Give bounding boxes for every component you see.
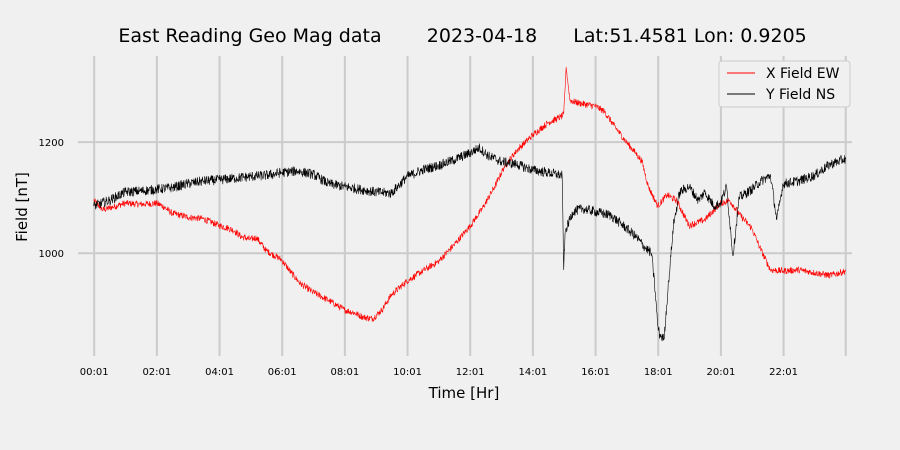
chart-title-date: 2023-04-18 (427, 25, 537, 47)
legend-label-y-field: Y Field NS (765, 87, 835, 103)
series-lines (93, 67, 846, 342)
x-tick-label: 20:01 (706, 367, 735, 378)
y-axis-label: Field [nT] (13, 172, 31, 242)
series-line-y-field-ns (93, 143, 846, 342)
x-axis-label: Time [Hr] (428, 384, 500, 402)
x-tick-label: 08:01 (330, 367, 359, 378)
tick-labels: 00:01 02:01 04:01 06:01 08:01 10:01 12:01 14:01… (39, 138, 798, 378)
x-tick-label: 18:01 (644, 367, 673, 378)
x-tick-label: 12:01 (456, 367, 485, 378)
x-tick-label: 22:01 (769, 367, 798, 378)
x-tick-label: 10:01 (393, 367, 422, 378)
y-tick-label: 1200 (39, 138, 64, 149)
x-tick-label: 00:01 (80, 367, 109, 378)
x-tick-label: 06:01 (268, 367, 297, 378)
legend-label-x-field: X Field EW (766, 66, 840, 82)
x-tick-label: 14:01 (518, 367, 547, 378)
x-tick-label: 04:01 (205, 367, 234, 378)
chart-title-station: East Reading Geo Mag data (118, 25, 381, 47)
x-tick-label: 02:01 (142, 367, 171, 378)
legend: X Field EW Y Field NS (718, 60, 851, 108)
y-tick-label: 1000 (39, 249, 64, 260)
chart-title-location: Lat:51.4581 Lon: 0.9205 (573, 25, 807, 47)
x-tick-label: 16:01 (581, 367, 610, 378)
